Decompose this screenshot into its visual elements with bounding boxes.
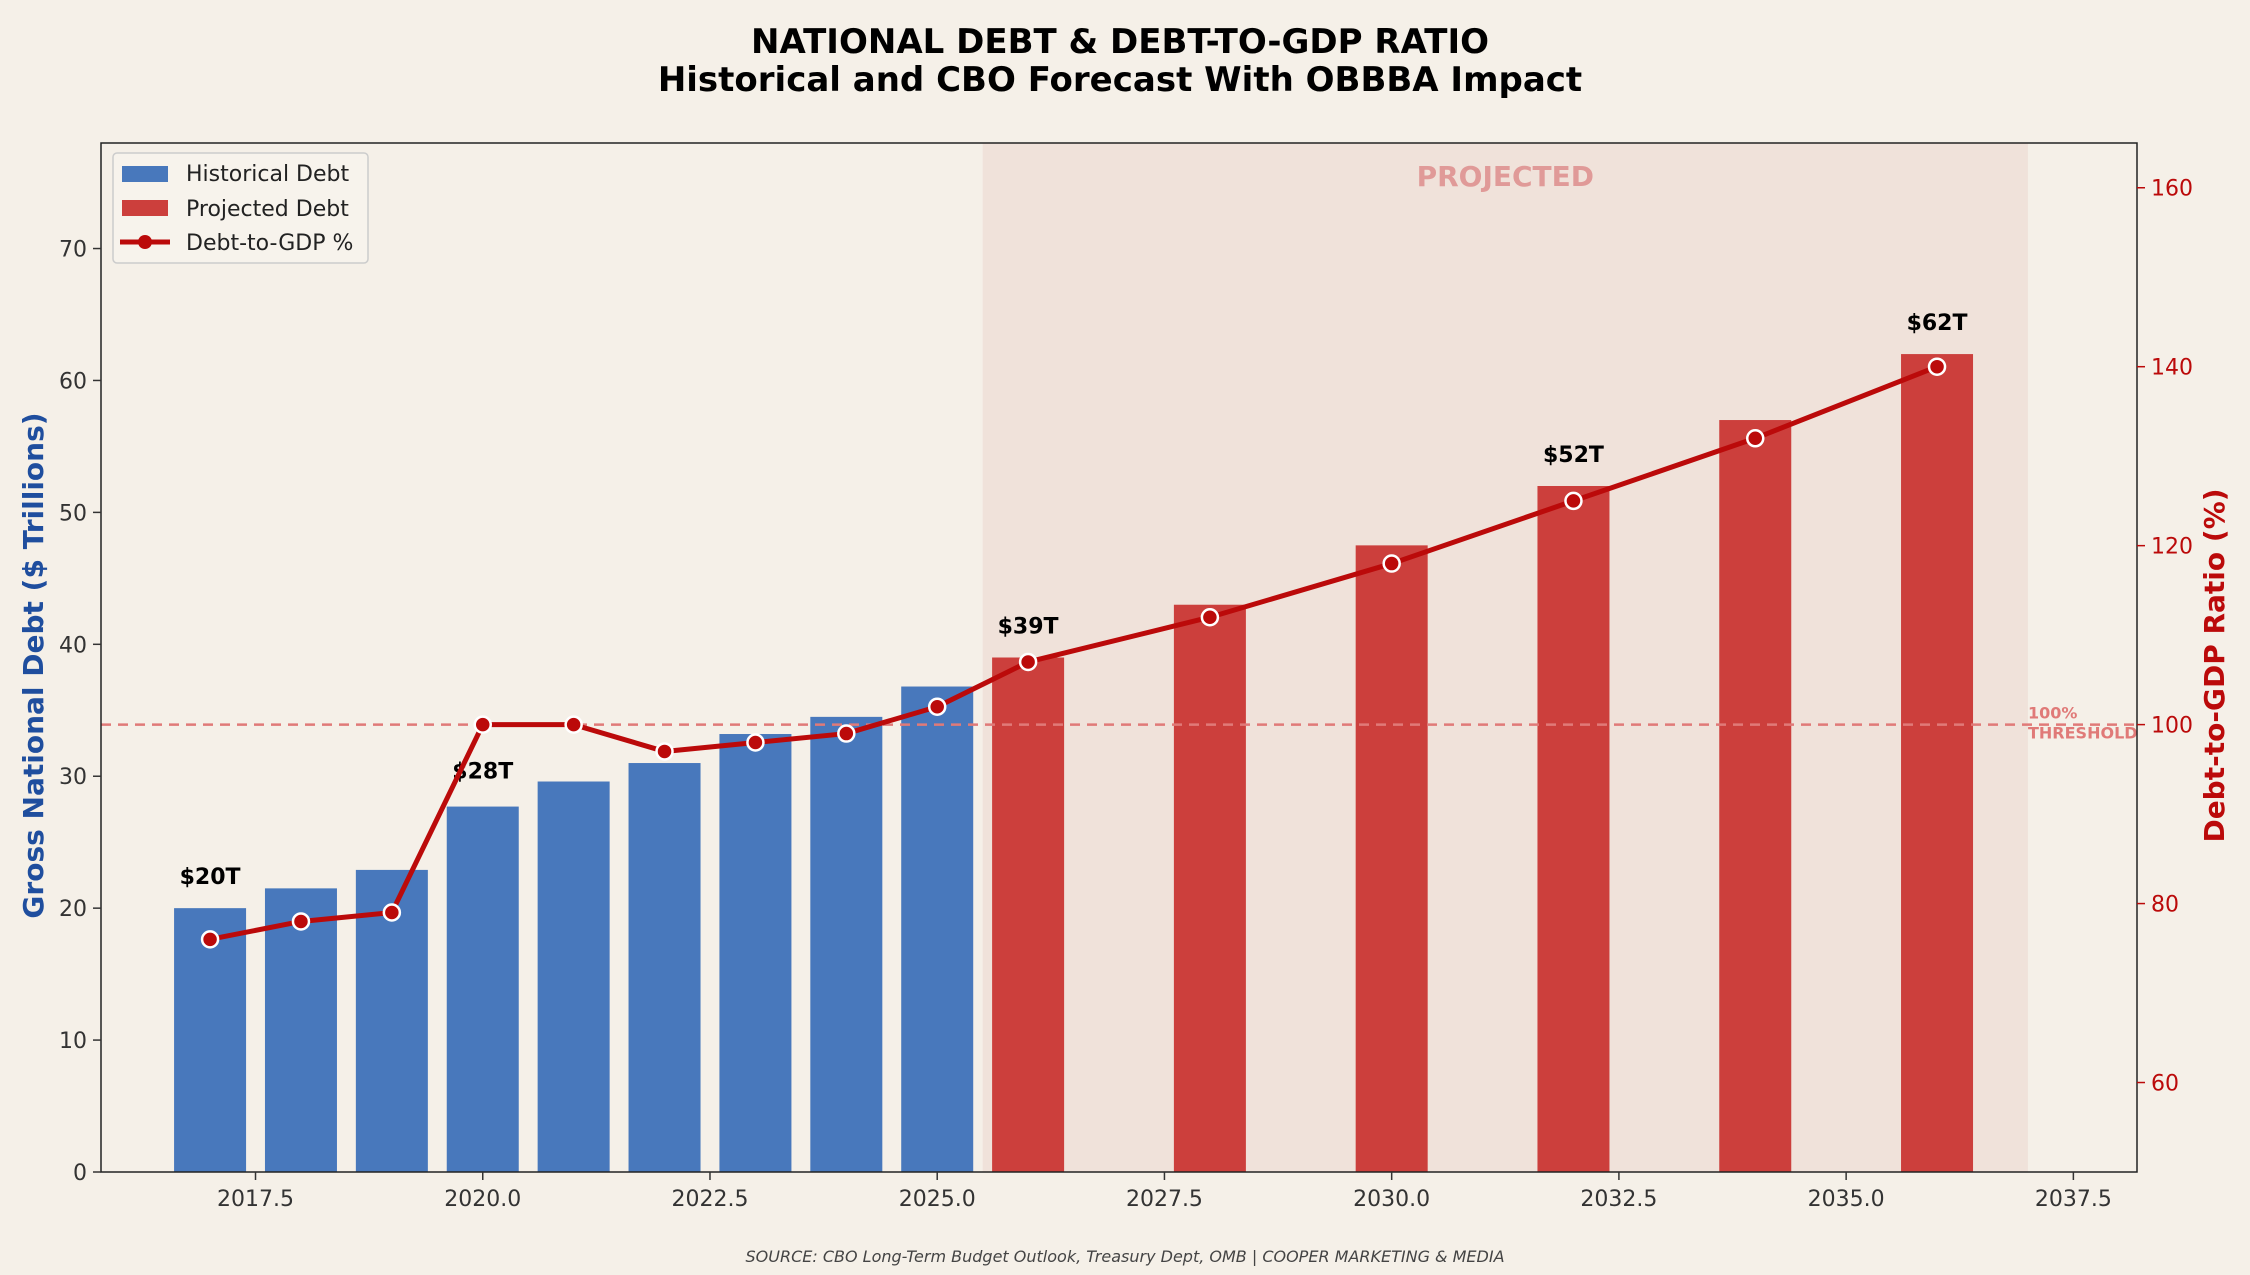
projected-bar-2028: [1173, 604, 1246, 1172]
debt-to-gdp-point-2036: [1927, 357, 1947, 376]
historical-bar-2023: [719, 734, 792, 1172]
threshold-label-line1: 100%: [2028, 704, 2077, 723]
legend-label-ratio: Debt-to-GDP %: [186, 231, 353, 256]
bar-value-label-2026: $39T: [998, 615, 1059, 640]
debt-to-gdp-point-2017: [200, 930, 220, 949]
x-tick-label: 2027.5: [1126, 1187, 1203, 1212]
x-tick-label: 2022.5: [671, 1187, 748, 1212]
x-tick-label: 2032.5: [1580, 1187, 1657, 1212]
projected-bar-2034: [1719, 420, 1792, 1172]
historical-bar-2025: [901, 686, 974, 1172]
y-tick-label: 60: [59, 369, 87, 394]
debt-to-gdp-point-2018: [291, 912, 311, 931]
legend-swatch-historical: [122, 166, 168, 182]
x-tick-label: 2025.0: [899, 1187, 976, 1212]
y2-axis-title: Debt-to-GDP Ratio (%): [2198, 488, 2231, 842]
x-tick-label: 2020.0: [444, 1187, 521, 1212]
legend-box: [112, 152, 369, 264]
projected-bar-2032: [1537, 486, 1610, 1172]
y-tick-label: 10: [59, 1029, 87, 1054]
bar-value-label-2032: $52T: [1543, 443, 1604, 468]
y2-tick-label: 80: [2151, 893, 2179, 918]
historical-bar-2024: [810, 716, 883, 1172]
debt-to-gdp-point-2022: [655, 742, 674, 761]
historical-bar-2020: [446, 806, 519, 1172]
y-tick-label: 40: [59, 633, 87, 658]
y-tick-label: 0: [73, 1161, 87, 1186]
y-tick-label: 20: [59, 897, 87, 922]
projected-region: [982, 143, 2028, 1172]
debt-to-gdp-point-2024: [837, 724, 856, 743]
historical-bar-2017: [174, 908, 247, 1172]
debt-to-gdp-point-2019: [382, 903, 402, 922]
debt-to-gdp-point-2020: [473, 715, 492, 734]
x-tick-label: 2030.0: [1353, 1187, 1430, 1212]
plot-area: PROJECTED100%THRESHOLD$20T$28T$39T$52T$6…: [59, 142, 2193, 1212]
projected-bar-2036: [1901, 354, 1974, 1173]
y-tick-label: 50: [59, 501, 87, 526]
debt-to-gdp-point-2023: [746, 733, 765, 752]
legend-swatch-projected: [122, 200, 168, 216]
y2-tick-label: 160: [2151, 177, 2193, 202]
y-tick-label: 70: [59, 238, 87, 263]
y2-tick-label: 60: [2151, 1072, 2179, 1097]
legend-label-projected: Projected Debt: [186, 197, 349, 222]
projected-region-label: PROJECTED: [1417, 160, 1594, 193]
historical-bar-2018: [264, 888, 337, 1172]
projected-bar-2030: [1355, 545, 1428, 1172]
historical-bar-2022: [628, 763, 701, 1172]
chart-title: NATIONAL DEBT & DEBT-TO-GDP RATIO: [751, 22, 1489, 62]
bar-value-label-2036: $62T: [1907, 311, 1968, 336]
debt-to-gdp-point-2030: [1382, 554, 1401, 573]
y2-tick-label: 140: [2151, 356, 2193, 381]
x-tick-label: 2037.5: [2035, 1187, 2112, 1212]
threshold-label-line2: THRESHOLD: [2028, 724, 2138, 743]
debt-to-gdp-point-2028: [1200, 607, 1220, 627]
debt-to-gdp-point-2025: [927, 697, 947, 716]
y-tick-label: 30: [59, 765, 87, 790]
bar-value-label-2017: $20T: [180, 865, 241, 890]
y2-tick-label: 120: [2151, 535, 2193, 560]
legend-label-historical: Historical Debt: [186, 162, 349, 187]
projected-bar-2026: [992, 657, 1065, 1172]
chart-subtitle: Historical and CBO Forecast With OBBBA I…: [658, 60, 1582, 100]
y-axis-title: Gross National Debt ($ Trillions): [17, 412, 50, 918]
debt-to-gdp-point-2032: [1564, 491, 1583, 511]
x-tick-label: 2035.0: [1808, 1187, 1885, 1212]
plot-frame: [100, 142, 2138, 1173]
legend-swatch-marker: [138, 235, 152, 249]
y2-tick-label: 100: [2151, 714, 2193, 739]
legend: Historical Debt Projected Debt Debt-to-G…: [112, 152, 369, 264]
historical-bar-2021: [537, 781, 610, 1172]
x-tick-label: 2017.5: [217, 1187, 294, 1212]
source-note: SOURCE: CBO Long-Term Budget Outlook, Tr…: [745, 1247, 1504, 1266]
debt-to-gdp-point-2021: [564, 715, 583, 734]
debt-to-gdp-point-2034: [1746, 429, 1765, 448]
debt-to-gdp-point-2026: [1018, 652, 1038, 672]
